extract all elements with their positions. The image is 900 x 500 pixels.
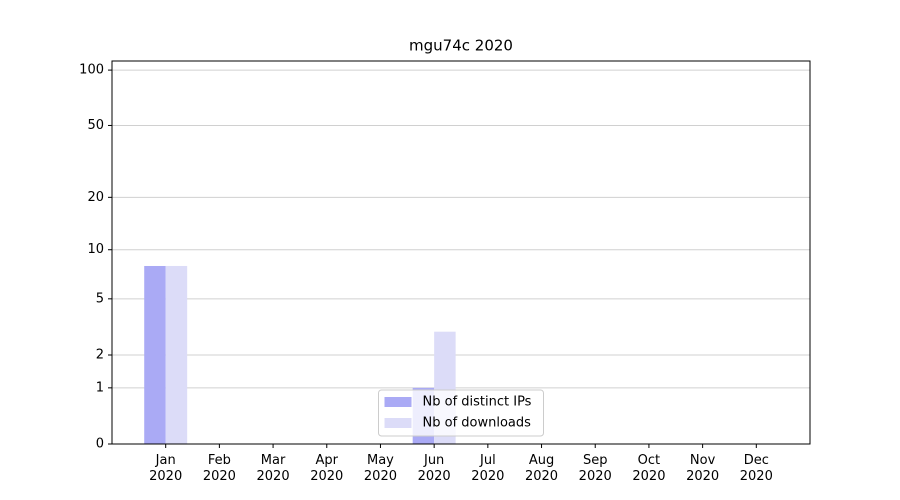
y-tick-label: 1 bbox=[96, 380, 104, 395]
legend-label: Nb of distinct IPs bbox=[423, 395, 532, 410]
legend-box bbox=[378, 389, 544, 437]
chart-title: mgu74c 2020 bbox=[409, 37, 513, 55]
x-tick-label: Jan 2020 bbox=[149, 453, 183, 484]
x-tick-label: Jun 2020 bbox=[417, 453, 451, 484]
y-tick-label: 100 bbox=[79, 63, 104, 78]
plot-frame bbox=[111, 60, 811, 445]
y-tick-label: 2 bbox=[96, 347, 104, 362]
bar bbox=[144, 265, 166, 444]
y-tick-label: 10 bbox=[87, 242, 104, 257]
y-tick-label: 0 bbox=[96, 437, 104, 452]
legend-swatch bbox=[384, 397, 412, 407]
y-tick-label: 20 bbox=[87, 190, 104, 205]
x-tick-label: Apr 2020 bbox=[310, 453, 344, 484]
legend-swatch bbox=[384, 418, 412, 428]
x-tick-label: Feb 2020 bbox=[202, 453, 236, 484]
x-tick-label: Mar 2020 bbox=[256, 453, 290, 484]
x-tick-label: Oct 2020 bbox=[632, 453, 666, 484]
x-tick-label: May 2020 bbox=[363, 453, 397, 484]
y-tick-label: 50 bbox=[87, 118, 104, 133]
x-tick-label: Jul 2020 bbox=[471, 453, 505, 484]
x-tick-label: Aug 2020 bbox=[524, 453, 559, 484]
x-tick-label: Dec 2020 bbox=[739, 453, 773, 484]
y-tick-label: 5 bbox=[96, 291, 104, 306]
x-tick-label: Sep 2020 bbox=[578, 453, 612, 484]
bar bbox=[165, 265, 188, 444]
legend-label: Nb of downloads bbox=[423, 416, 532, 431]
x-tick-label: Nov 2020 bbox=[686, 453, 720, 484]
